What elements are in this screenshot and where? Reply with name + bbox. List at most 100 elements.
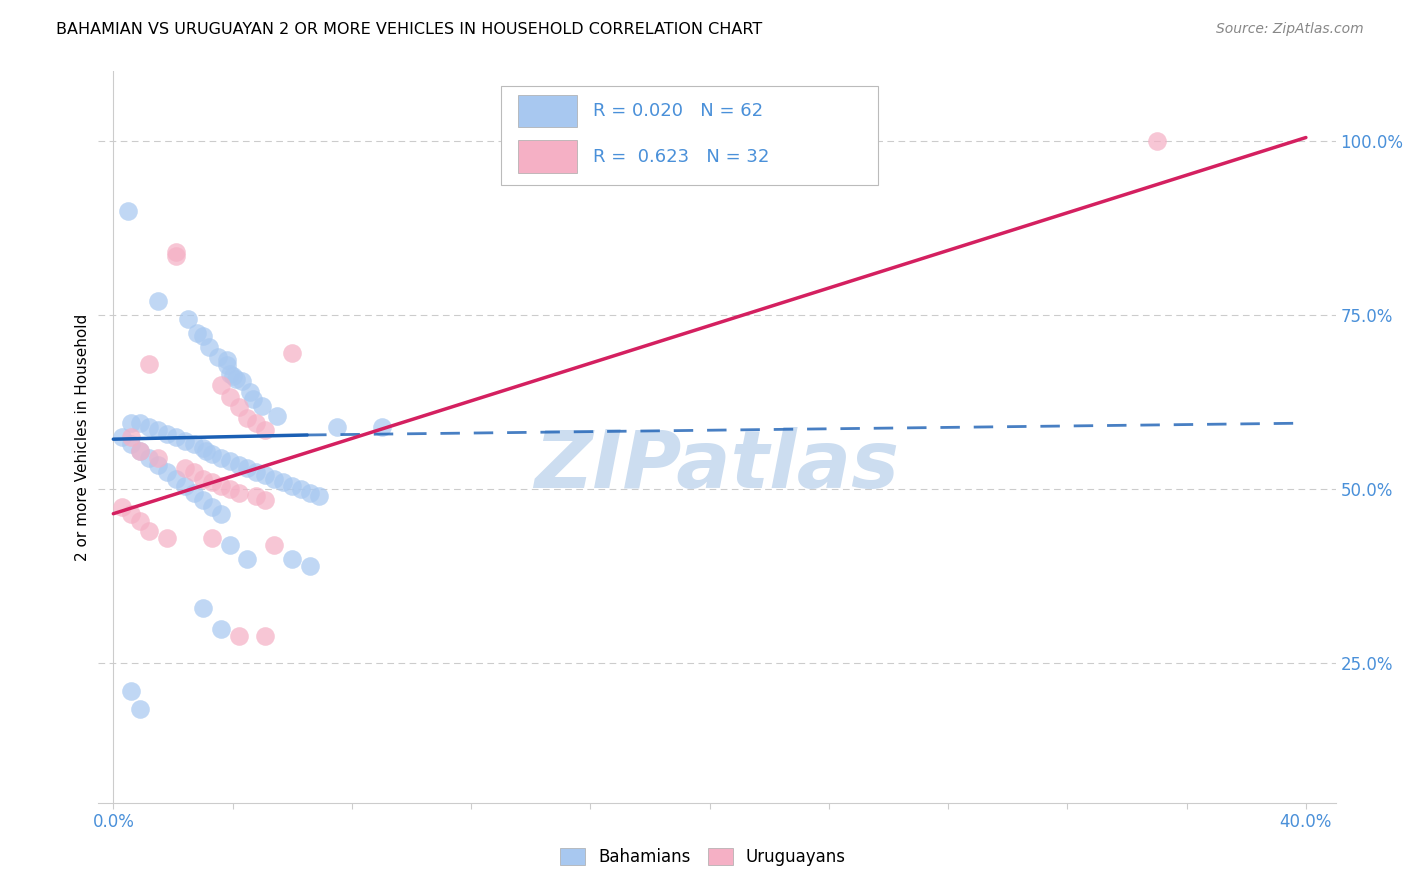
Point <box>281 552 304 566</box>
Point <box>191 492 214 507</box>
Point <box>165 245 187 260</box>
Point <box>120 507 142 521</box>
Point <box>201 475 224 490</box>
Point <box>290 483 312 497</box>
Point <box>326 419 349 434</box>
Point <box>120 430 142 444</box>
Point <box>120 684 142 698</box>
Point <box>209 479 232 493</box>
Legend: Bahamians, Uruguayans: Bahamians, Uruguayans <box>551 840 855 875</box>
Point <box>228 400 250 414</box>
Point <box>242 392 264 406</box>
Point <box>215 359 238 373</box>
Point <box>156 465 179 479</box>
Point <box>183 465 205 479</box>
Text: R = 0.020   N = 62: R = 0.020 N = 62 <box>593 103 763 120</box>
Point <box>245 465 267 479</box>
Point <box>165 430 187 444</box>
Point <box>228 629 250 643</box>
Point <box>156 531 179 545</box>
Point <box>215 353 238 368</box>
FancyBboxPatch shape <box>517 95 578 128</box>
Point <box>245 489 267 503</box>
Point <box>236 411 259 425</box>
Point <box>281 346 304 360</box>
Point <box>254 492 277 507</box>
Point <box>165 249 187 263</box>
FancyBboxPatch shape <box>501 86 877 185</box>
Point <box>228 458 250 472</box>
Text: Source: ZipAtlas.com: Source: ZipAtlas.com <box>1216 22 1364 37</box>
Point <box>299 485 322 500</box>
Point <box>183 437 205 451</box>
Point <box>173 461 195 475</box>
Point <box>146 450 169 465</box>
Point <box>201 448 224 462</box>
Point <box>245 416 267 430</box>
Point <box>252 399 274 413</box>
Point <box>271 475 294 490</box>
Point <box>129 416 152 430</box>
Point <box>146 458 169 472</box>
Point <box>218 368 240 382</box>
Point <box>225 372 247 386</box>
Point <box>183 485 205 500</box>
Point <box>218 483 240 497</box>
Point <box>111 500 134 514</box>
Point <box>129 702 152 716</box>
Point <box>120 437 142 451</box>
Point <box>138 524 160 538</box>
Text: BAHAMIAN VS URUGUAYAN 2 OR MORE VEHICLES IN HOUSEHOLD CORRELATION CHART: BAHAMIAN VS URUGUAYAN 2 OR MORE VEHICLES… <box>56 22 762 37</box>
Point <box>221 369 243 384</box>
Text: R =  0.623   N = 32: R = 0.623 N = 32 <box>593 147 769 166</box>
Point <box>254 423 277 437</box>
Point <box>129 444 152 458</box>
Point <box>146 294 169 309</box>
Point <box>263 538 285 552</box>
Point <box>191 472 214 486</box>
Point <box>165 472 187 486</box>
Point <box>111 430 134 444</box>
Point <box>263 472 285 486</box>
Point <box>191 441 214 455</box>
Point <box>218 538 240 552</box>
Point <box>209 377 232 392</box>
Point <box>156 426 179 441</box>
Point <box>194 444 217 458</box>
Point <box>177 311 200 326</box>
Point <box>370 419 392 434</box>
Point <box>218 390 240 404</box>
Text: ZIPatlas: ZIPatlas <box>534 427 900 506</box>
Point <box>138 357 160 371</box>
Point <box>254 629 277 643</box>
Point <box>146 423 169 437</box>
Point <box>231 375 253 389</box>
Point <box>209 622 232 636</box>
Point <box>129 514 152 528</box>
Point <box>209 450 232 465</box>
Point <box>201 531 224 545</box>
Point <box>201 500 224 514</box>
FancyBboxPatch shape <box>517 140 578 173</box>
Point <box>236 461 259 475</box>
Point <box>191 600 214 615</box>
Point <box>186 326 208 340</box>
Y-axis label: 2 or more Vehicles in Household: 2 or more Vehicles in Household <box>75 313 90 561</box>
Point <box>236 552 259 566</box>
Point <box>266 409 288 424</box>
Point <box>228 485 250 500</box>
Point <box>129 444 152 458</box>
Point <box>209 507 232 521</box>
Point <box>308 489 330 503</box>
Point <box>299 558 322 573</box>
Point <box>120 416 142 430</box>
Point <box>281 479 304 493</box>
Point <box>218 454 240 468</box>
Point <box>138 419 160 434</box>
Point <box>239 384 262 399</box>
Point <box>173 434 195 448</box>
Point <box>117 203 139 218</box>
Point <box>207 350 229 364</box>
Point <box>173 479 195 493</box>
Point <box>138 450 160 465</box>
